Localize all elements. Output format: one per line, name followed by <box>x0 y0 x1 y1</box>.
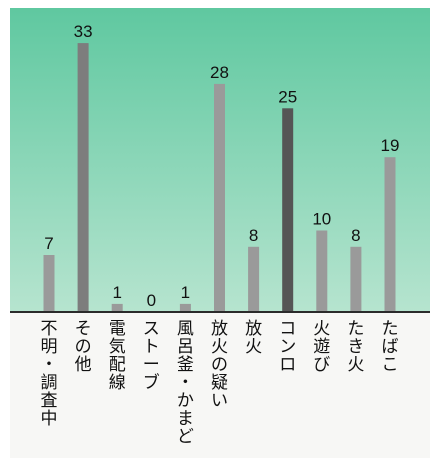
category-label-7: 放火 <box>245 319 262 357</box>
value-label-5: 1 <box>181 283 190 302</box>
value-label-3: 1 <box>112 283 121 302</box>
value-label-8: 25 <box>278 87 297 106</box>
bar-8 <box>282 108 294 312</box>
category-label-4: ストーブ <box>143 319 160 393</box>
bar-3 <box>111 303 123 312</box>
category-label-2: その他 <box>75 319 92 375</box>
value-label-7: 8 <box>249 226 258 245</box>
bar-11 <box>384 157 396 312</box>
label-area-background <box>10 312 430 458</box>
value-label-9: 10 <box>312 210 331 229</box>
value-label-11: 19 <box>381 136 400 155</box>
category-label-1: 不明・調査中 <box>41 319 58 429</box>
bar-5 <box>179 303 191 312</box>
category-label-11: たばこ <box>382 319 399 375</box>
category-label-3: 電気配線 <box>109 319 126 393</box>
category-label-5: 風呂釜・かまど <box>177 319 194 447</box>
value-label-4: 0 <box>147 291 156 310</box>
value-label-10: 8 <box>351 226 360 245</box>
category-label-9: 火遊び <box>313 319 330 375</box>
bar-6 <box>214 83 225 313</box>
bar-1 <box>43 255 55 312</box>
value-label-2: 33 <box>74 22 93 41</box>
bar-7 <box>248 246 260 312</box>
bar-10 <box>350 246 362 312</box>
bar-2 <box>77 43 89 312</box>
bar-9 <box>316 230 328 312</box>
value-label-1: 7 <box>44 234 53 253</box>
category-label-6: 放火の疑い <box>211 319 228 411</box>
category-label-10: たき火 <box>347 319 364 375</box>
category-label-8: コンロ <box>279 319 296 375</box>
value-label-6: 28 <box>210 63 229 82</box>
